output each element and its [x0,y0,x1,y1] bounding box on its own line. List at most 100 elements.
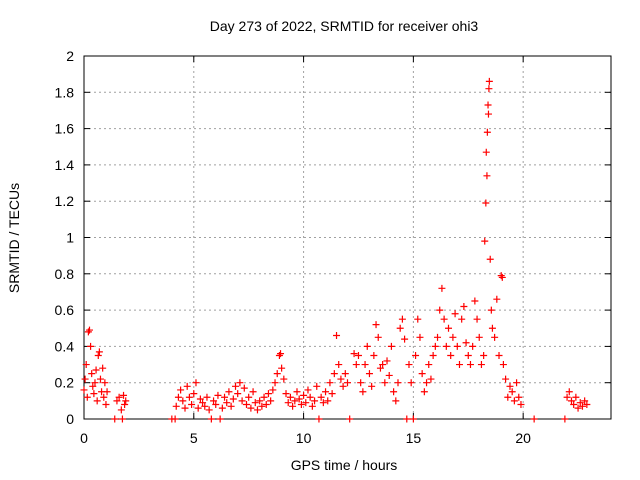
data-point [484,110,492,118]
data-point [120,391,128,399]
data-point [194,404,202,412]
data-point [464,351,472,359]
data-point [471,297,479,305]
data-point [583,400,591,408]
data-point [405,361,413,369]
data-point [563,393,571,401]
data-point [253,406,261,414]
data-point [372,321,380,329]
data-point [280,375,288,383]
x-tick-label: 5 [190,430,198,446]
data-point [390,388,398,396]
data-point [101,379,109,387]
data-point [190,390,198,398]
data-point [436,306,444,314]
data-point [570,400,578,408]
data-point [236,379,244,387]
data-points [80,77,591,423]
data-point [275,351,283,359]
data-point [401,335,409,343]
y-tick-label: 0.4 [55,338,75,354]
data-point [273,370,281,378]
data-point [488,324,496,332]
data-point [196,395,204,403]
data-point [304,386,312,394]
data-point [247,404,255,412]
data-point [567,397,575,405]
data-point [207,415,215,423]
data-point [385,371,393,379]
data-point [308,402,316,410]
data-point [392,397,400,405]
data-point [326,379,334,387]
data-point [102,400,110,408]
data-point [346,415,354,423]
data-point [267,397,275,405]
data-point [249,388,257,396]
data-point [83,393,91,401]
data-point [482,199,490,207]
data-point [311,397,319,405]
y-tick-label: 0.6 [55,302,75,318]
data-point [576,399,584,407]
data-point [483,128,491,136]
data-point [574,404,582,412]
data-point [111,415,119,423]
axes: 00.20.40.60.811.21.41.61.820 5 10 15 20 [55,48,611,446]
data-point [396,324,404,332]
data-point [121,400,129,408]
data-point [269,386,277,394]
data-point [508,388,516,396]
y-tick-label: 1.4 [55,157,75,173]
data-point [423,379,431,387]
data-point [297,400,305,408]
data-point [420,388,428,396]
data-point [82,361,90,369]
data-point [481,237,489,245]
data-point [354,351,362,359]
data-point [205,406,213,414]
data-point [90,390,98,398]
data-point [429,351,437,359]
y-tick-label: 1.2 [55,193,75,209]
data-point [91,379,99,387]
data-point [210,397,218,405]
data-point [242,400,250,408]
data-point [238,397,246,405]
data-point [363,342,371,350]
data-point [85,326,93,334]
data-point [96,375,104,383]
data-point [256,397,264,405]
chart-title: Day 273 of 2022, SRMTID for receiver ohi… [210,18,479,34]
data-point [515,393,523,401]
x-tick-label: 10 [296,430,312,446]
data-point [181,404,189,412]
data-point [84,328,92,336]
data-point [227,402,235,410]
data-point [203,393,211,401]
data-point [499,361,507,369]
data-point [440,315,448,323]
data-point [113,397,121,405]
data-point [485,85,493,93]
data-point [458,315,466,323]
data-point [183,382,191,390]
data-point [565,388,573,396]
data-point [192,379,200,387]
data-point [414,315,422,323]
data-point [487,306,495,314]
data-point [87,342,95,350]
data-point [495,351,503,359]
data-point [322,388,330,396]
data-point [394,379,402,387]
data-point [451,310,459,318]
data-point [365,370,373,378]
data-point [379,361,387,369]
data-point [315,415,323,423]
x-tick-label: 0 [80,430,88,446]
data-point [328,390,336,398]
y-tick-label: 0 [66,411,74,427]
data-point [497,272,505,280]
data-point [352,361,360,369]
data-point [324,397,332,405]
